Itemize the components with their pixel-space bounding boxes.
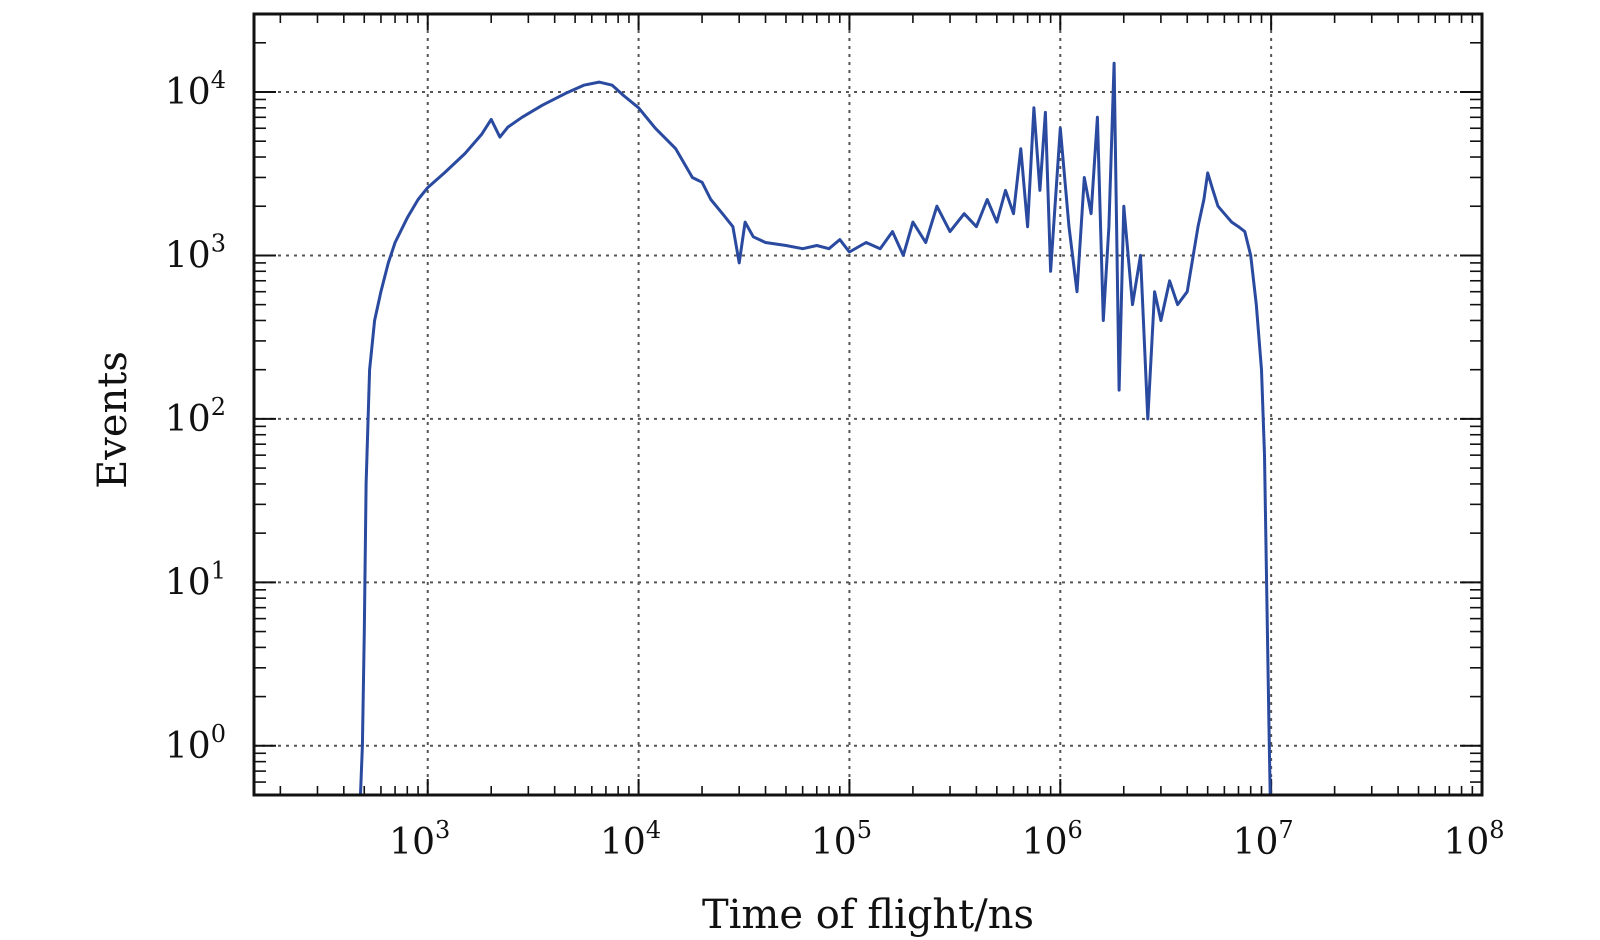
series-layer xyxy=(359,61,1272,795)
x-tick-label: 108 xyxy=(1443,816,1504,863)
y-tick-label: 100 xyxy=(165,720,226,767)
minor-ticks xyxy=(254,14,1482,795)
y-axis-title: Events xyxy=(90,351,136,489)
y-tick-labels: 100 101 102 103 104 xyxy=(165,66,226,767)
x-axis-title: Time of flight/ns xyxy=(702,892,1034,938)
x-tick-label: 104 xyxy=(600,816,661,863)
plot-frame xyxy=(252,12,1484,797)
major-ticks xyxy=(254,14,1483,795)
x-tick-label: 107 xyxy=(1233,816,1294,863)
y-tick-label: 102 xyxy=(165,393,226,440)
x-tick-label: 105 xyxy=(811,816,872,863)
y-tick-label: 101 xyxy=(165,556,226,603)
grid xyxy=(254,14,1482,795)
series-line-0 xyxy=(359,61,1272,795)
x-tick-labels: 103 104 105 106 107 108 xyxy=(389,816,1504,863)
y-tick-label: 103 xyxy=(165,229,226,276)
x-tick-label: 103 xyxy=(389,816,450,863)
x-tick-label: 106 xyxy=(1022,816,1083,863)
y-tick-label: 104 xyxy=(165,66,226,113)
